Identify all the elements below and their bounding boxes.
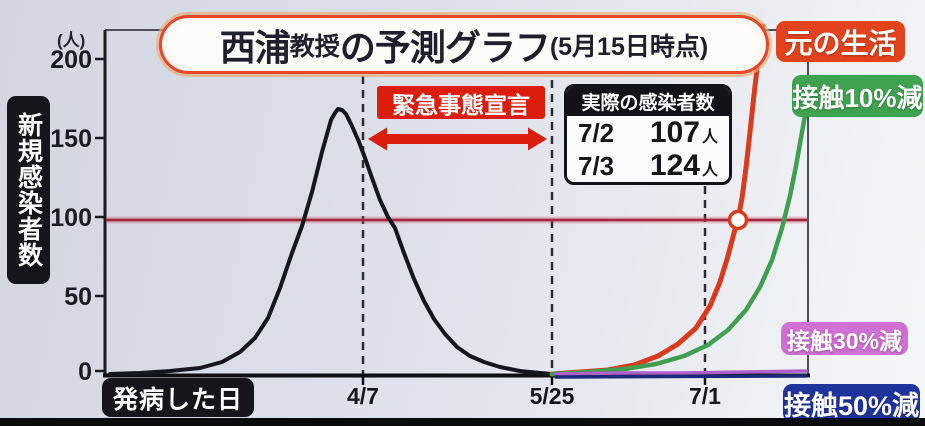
actual-cases-row: 7/3 124 人 (567, 149, 729, 182)
title-main-text: の予測グラフ (339, 26, 551, 68)
case-count: 107 (649, 116, 700, 149)
chart-title: 西浦 教授 の予測グラフ (5月15日時点) (159, 15, 769, 74)
contact-30-curve (554, 369, 808, 376)
x-tick-label: 4/7 (347, 383, 379, 409)
x-tick-label: 5/25 (530, 383, 575, 409)
y-tick-label: 100 (50, 204, 92, 232)
y-tick-label: 150 (50, 125, 92, 153)
emergency-period-arrow (368, 127, 547, 151)
case-date: 7/2 (578, 118, 615, 148)
emergency-declaration-label: 緊急事態宣言 (377, 86, 545, 119)
contact-50-curve (554, 374, 808, 379)
x-tick-label: 7/1 (689, 383, 721, 409)
title-professor-suffix: 教授 (289, 32, 340, 61)
y-tick-label: 200 (50, 46, 92, 74)
y-tick-label: 50 (64, 283, 92, 311)
actual-cases-header: 実際の感染者数 (567, 87, 729, 116)
legend-original-life: 元の生活 (776, 21, 905, 62)
legend-contact-30: 接触30%減 (781, 322, 908, 355)
legend-contact-50: 接触50%減 (783, 384, 920, 422)
y-axis-title: 新規感染者数 (7, 96, 50, 284)
contact-10-curve (549, 107, 809, 377)
actual-cases-row: 7/2 107 人 (567, 116, 729, 149)
case-unit: 人 (701, 129, 718, 146)
case-unit: 人 (701, 162, 718, 179)
title-professor-name: 西浦 (219, 26, 291, 68)
crossing-marker (727, 209, 749, 231)
original-life-curve (549, 23, 766, 377)
screen-bottom-edge (0, 418, 925, 426)
x-axis-origin-label: 発病した日 (102, 378, 254, 417)
case-count: 124 (649, 149, 700, 182)
title-date-note: (5月15日時点) (549, 32, 709, 61)
actual-cases-callout: 実際の感染者数 7/2 107 人 7/3 124 人 (564, 84, 732, 185)
legend-contact-10: 接触10%減 (792, 75, 923, 117)
y-axis-unit-label: (人) (57, 31, 86, 50)
y-tick-label: 0 (78, 358, 92, 386)
case-date: 7/3 (578, 151, 615, 181)
onset-curve (108, 107, 554, 376)
